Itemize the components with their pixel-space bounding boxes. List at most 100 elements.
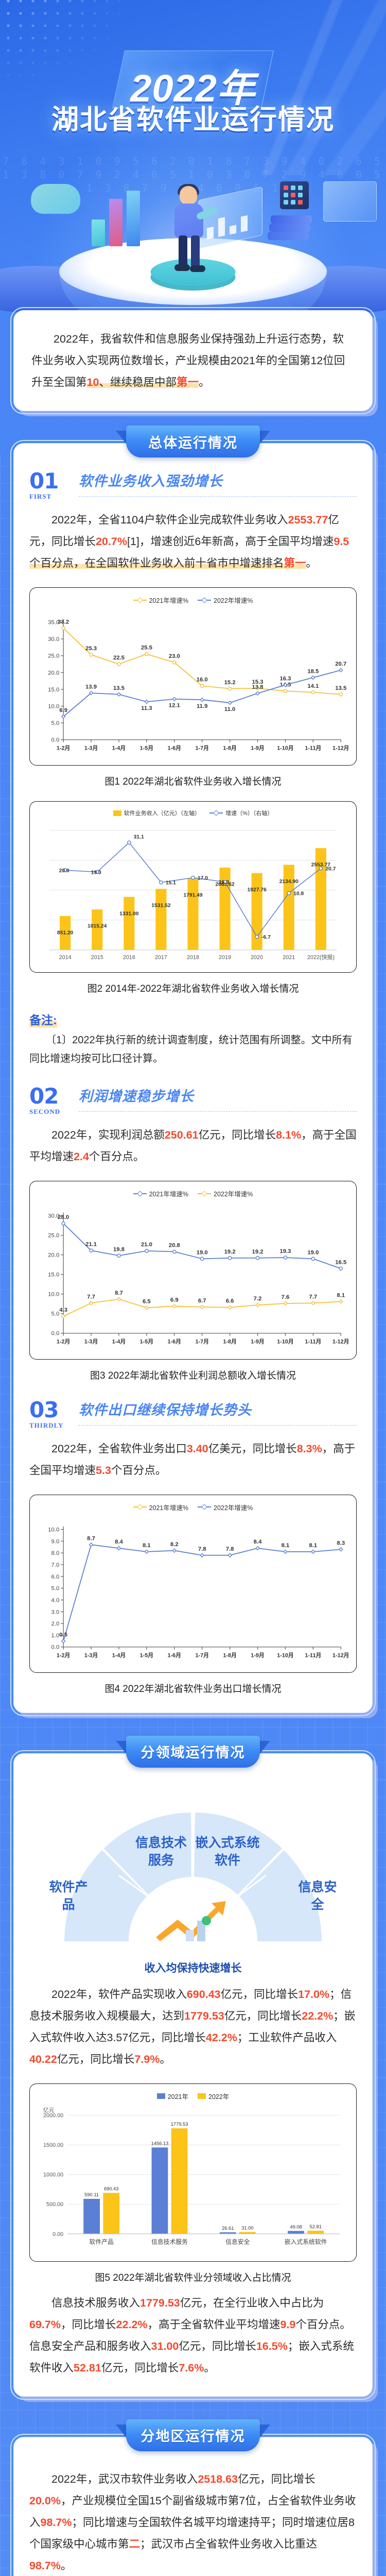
svg-text:2.0: 2.0 — [51, 1621, 60, 1627]
svg-text:21.0: 21.0 — [141, 1242, 152, 1248]
chart-caption-fig4: 图4 2022年湖北省软件业务出口增长情况 — [104, 1683, 282, 1694]
svg-text:20.7: 20.7 — [335, 661, 346, 667]
chart-panel-right — [323, 181, 377, 222]
d1-d: 亿元，同比增长 — [224, 2009, 302, 2022]
subsection-title-03: 软件出口继续保持增长势头 — [79, 1402, 252, 1418]
bar-3d-3 — [127, 191, 140, 246]
svg-text:亿元: 亿元 — [43, 2107, 55, 2114]
svg-text:1-6月: 1-6月 — [168, 1652, 181, 1658]
d1-r7: 7.9% — [134, 2053, 160, 2065]
legend-item-2021: 2021年增速% — [133, 1189, 188, 1198]
fan-caption: 收入均保持快速增长 — [144, 1962, 242, 1974]
note-title: 备注: — [29, 1010, 57, 1028]
layer-stack-icon — [268, 197, 315, 241]
fan-label-2: 信息技术服务 — [135, 1835, 187, 1868]
svg-text:5.0: 5.0 — [51, 720, 60, 726]
fan-label-4: 信息安全 — [298, 1879, 337, 1912]
subsection-body-03: 2022年，全省软件业务出口3.40亿美元，同比增长8.3%，高于全国平均增速5… — [29, 1438, 357, 1481]
d1-r3: 1779.53 — [184, 2009, 224, 2022]
svg-text:1-11月: 1-11月 — [305, 1338, 321, 1345]
svg-text:0.0: 0.0 — [51, 737, 60, 743]
chart-caption-fig1: 图1 2022年湖北省软件业务收入增长情况 — [104, 776, 282, 788]
subsection-head-03: 03 THIRDLY 软件出口继续保持增长势头 — [29, 1399, 357, 1430]
svg-text:31.1: 31.1 — [134, 835, 144, 840]
svg-text:2016: 2016 — [123, 955, 135, 961]
svg-text:20.0: 20.0 — [59, 868, 69, 874]
subsection-number-en-03: THIRDLY — [29, 1421, 64, 1429]
legend-label-2022: 2022年增速% — [214, 597, 253, 604]
svg-text:851.20: 851.20 — [57, 930, 74, 936]
svg-text:10.8: 10.8 — [293, 891, 304, 897]
svg-text:1531.52: 1531.52 — [151, 903, 171, 909]
line-chart-fig1: 0.0 5.0 10.0 15.0 20.0 25.0 30.0 35.0 1-2月 1-3月 1-… — [48, 619, 349, 751]
d2-i: 。 — [204, 2361, 215, 2374]
d1-h: 。 — [160, 2053, 171, 2065]
svg-text:5.0: 5.0 — [51, 1311, 60, 1317]
svg-text:1456.13: 1456.13 — [151, 2141, 169, 2146]
svg-text:1-9月: 1-9月 — [251, 1652, 264, 1658]
svg-text:2134.90: 2134.90 — [279, 879, 299, 885]
s1-first: 第一 — [284, 557, 306, 569]
fan-diagram: 信息技术服务 嵌入式系统软件 软件产品 信息安全 — [29, 1787, 357, 1957]
legend-line-icon — [133, 1506, 147, 1508]
legend-square-icon — [113, 810, 121, 816]
svg-text:2020: 2020 — [251, 955, 263, 961]
svg-text:33.2: 33.2 — [58, 619, 69, 625]
chart-legend-fig3: 2021年增速% 2022年增速% — [36, 1189, 350, 1198]
d1-a: 2022年，软件产品实现收入 — [51, 1988, 187, 2001]
svg-text:15.0: 15.0 — [48, 687, 59, 693]
s1-points: 9.5 — [334, 535, 349, 548]
svg-text:20.8: 20.8 — [169, 1243, 180, 1249]
legend-label-2021: 2021年增速% — [149, 1504, 188, 1512]
s3-d: 个百分点。 — [111, 1464, 167, 1477]
svg-text:信息技术服务: 信息技术服务 — [151, 2238, 188, 2245]
svg-text:11.9: 11.9 — [197, 703, 207, 709]
cloud-icon — [31, 184, 80, 214]
svg-text:1-2月: 1-2月 — [57, 1338, 70, 1345]
subsection-number-block-03: 03 THIRDLY — [29, 1399, 79, 1430]
svg-text:10.0: 10.0 — [48, 1292, 59, 1298]
fan-slice-3 — [194, 1812, 283, 1895]
banner-domain: 分领域运行情况 — [116, 1735, 270, 1768]
s1-revenue: 2553.77 — [288, 514, 328, 526]
legend-label-2022: 2022年增速% — [214, 1191, 253, 1198]
svg-text:19.2: 19.2 — [252, 1249, 264, 1255]
svg-text:590.11: 590.11 — [84, 2192, 99, 2197]
line-chart-fig3: 0.0 5.0 10.0 15.0 20.0 25.0 30.0 1-2月 1-3月 1-4月 1-… — [48, 1213, 349, 1345]
svg-text:1-3月: 1-3月 — [84, 1652, 98, 1658]
legend-square-icon — [156, 2093, 165, 2099]
svg-text:1-9月: 1-9月 — [251, 1338, 264, 1345]
svg-text:0.0: 0.0 — [51, 1331, 60, 1337]
subsection-title-02: 利润增速稳步增长 — [79, 1089, 194, 1105]
svg-text:1331.00: 1331.00 — [119, 911, 139, 917]
svg-text:16.0: 16.0 — [197, 677, 208, 683]
svg-text:15.0: 15.0 — [48, 1272, 59, 1278]
svg-text:14.1: 14.1 — [307, 683, 319, 689]
d2-r7: 52.81 — [74, 2361, 101, 2374]
intro-highlight-rank: 10 — [86, 376, 99, 388]
d2-c: ，同比增长 — [60, 2318, 116, 2331]
subsection-title-block-01: 软件业务收入强劲增长 — [79, 471, 357, 497]
svg-text:19.8: 19.8 — [113, 1247, 125, 1253]
svg-text:20.0: 20.0 — [48, 670, 59, 676]
svg-text:4.0: 4.0 — [51, 1597, 60, 1603]
svg-text:7.8: 7.8 — [198, 1546, 206, 1552]
svg-text:19.2: 19.2 — [224, 1249, 236, 1255]
svg-text:0.00: 0.00 — [52, 2231, 63, 2238]
bar-3d-2 — [109, 199, 122, 246]
divider-dashed — [79, 1111, 357, 1112]
d1-r6: 40.22 — [29, 2053, 57, 2065]
svg-text:1779.53: 1779.53 — [171, 2122, 188, 2127]
banner-label-domain: 分领域运行情况 — [141, 1745, 245, 1761]
svg-text:2022(快报): 2022(快报) — [307, 954, 335, 961]
d2-r2: 69.7% — [29, 2318, 61, 2331]
svg-text:1927.76: 1927.76 — [248, 887, 267, 893]
banner-body: 分地区运行情况 — [126, 2419, 260, 2451]
section-region: 分地区运行情况 2022年，武汉市软件业务收入2518.63亿元，同比增长 20.… — [0, 2419, 386, 2576]
d2-r1: 1779.53 — [140, 2296, 180, 2309]
chart-caption-fig2: 图2 2014年-2022年湖北省软件业务收入增长情况 — [87, 984, 299, 995]
svg-text:1000.00: 1000.00 — [43, 2172, 63, 2178]
d1-r2: 17.0% — [298, 1988, 330, 2001]
svg-text:6.7: 6.7 — [198, 1298, 206, 1304]
subsection-number-en-02: SECOND — [29, 1108, 61, 1116]
